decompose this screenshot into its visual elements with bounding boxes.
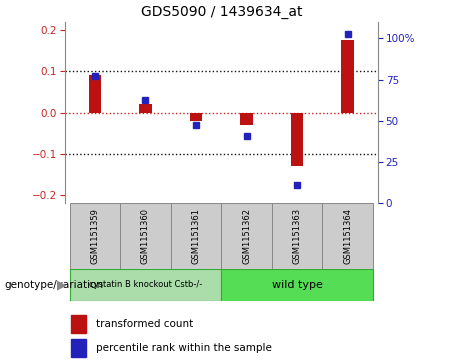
- Bar: [70, 269, 221, 301]
- Bar: [221, 269, 373, 301]
- Text: GSM1151364: GSM1151364: [343, 208, 352, 264]
- Bar: [71, 339, 87, 357]
- Bar: [171, 203, 221, 269]
- Title: GDS5090 / 1439634_at: GDS5090 / 1439634_at: [141, 5, 302, 19]
- Text: ▶: ▶: [57, 278, 66, 291]
- Bar: [71, 315, 87, 333]
- Bar: [322, 203, 373, 269]
- Text: GSM1151360: GSM1151360: [141, 208, 150, 264]
- Text: cystatin B knockout Cstb-/-: cystatin B knockout Cstb-/-: [89, 281, 202, 289]
- Text: GSM1151363: GSM1151363: [293, 208, 301, 264]
- Bar: [341, 40, 354, 113]
- Bar: [120, 203, 171, 269]
- Text: genotype/variation: genotype/variation: [5, 280, 104, 290]
- Text: GSM1151362: GSM1151362: [242, 208, 251, 264]
- Bar: [240, 113, 253, 125]
- Bar: [89, 76, 101, 113]
- Text: GSM1151361: GSM1151361: [191, 208, 201, 264]
- Text: wild type: wild type: [272, 280, 323, 290]
- Bar: [189, 113, 202, 121]
- Bar: [221, 203, 272, 269]
- Text: percentile rank within the sample: percentile rank within the sample: [96, 343, 272, 353]
- Text: transformed count: transformed count: [96, 319, 193, 330]
- Bar: [139, 104, 152, 113]
- Bar: [272, 203, 322, 269]
- Bar: [70, 203, 120, 269]
- Text: GSM1151359: GSM1151359: [90, 208, 100, 264]
- Bar: [291, 113, 303, 166]
